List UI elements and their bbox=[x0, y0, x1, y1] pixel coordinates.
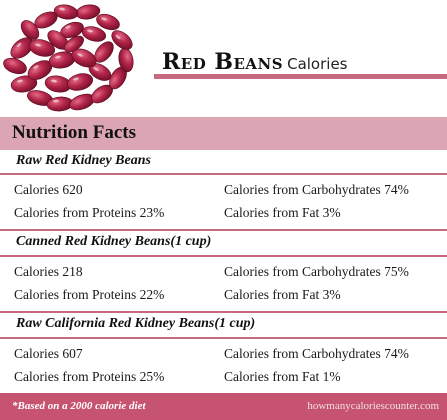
calories-value: Calories 607 bbox=[14, 346, 83, 361]
section-label: Canned Red Kidney Beans(1 cup) bbox=[16, 234, 212, 249]
calories-value: Calories 620 bbox=[14, 182, 83, 197]
red-beans-image bbox=[3, 4, 134, 112]
nutrition-facts-header: Nutrition Facts bbox=[0, 117, 447, 150]
section-divider bbox=[0, 311, 447, 313]
proteins-percent: Calories from Proteins 25% bbox=[14, 369, 165, 384]
section-header: Raw California Red Kidney Beans(1 cup) bbox=[0, 314, 447, 336]
site-watermark: howmanycaloriescounter.com bbox=[307, 400, 439, 412]
diet-footnote: *Based on a 2000 calorie diet bbox=[12, 400, 146, 412]
footer-bar: *Based on a 2000 calorie diet howmanycal… bbox=[0, 393, 447, 420]
section-header: Canned Red Kidney Beans(1 cup) bbox=[0, 232, 447, 254]
fat-percent: Calories from Fat 3% bbox=[224, 287, 341, 302]
title-sub: Calories bbox=[287, 55, 348, 73]
fat-percent: Calories from Fat 1% bbox=[224, 369, 341, 384]
title-block: Red Beans Calories bbox=[154, 44, 447, 84]
calories-value: Calories 218 bbox=[14, 264, 83, 279]
section-divider bbox=[0, 337, 447, 339]
carbs-percent: Calories from Carbohydrates 74% bbox=[224, 182, 409, 197]
carbs-percent: Calories from Carbohydrates 75% bbox=[224, 264, 409, 279]
title-main: Red Beans bbox=[162, 49, 284, 75]
section-header: Raw Red Kidney Beans bbox=[0, 151, 447, 173]
nutrition-facts-title: Nutrition Facts bbox=[12, 122, 137, 143]
page-title: Red Beans Calories bbox=[162, 49, 347, 75]
title-underline bbox=[154, 74, 447, 79]
section-divider bbox=[0, 173, 447, 175]
carbs-percent: Calories from Carbohydrates 74% bbox=[224, 346, 409, 361]
section-divider bbox=[0, 229, 447, 231]
fat-percent: Calories from Fat 3% bbox=[224, 205, 341, 220]
section-label: Raw California Red Kidney Beans(1 cup) bbox=[16, 316, 256, 331]
proteins-percent: Calories from Proteins 22% bbox=[14, 287, 165, 302]
section-label: Raw Red Kidney Beans bbox=[16, 153, 151, 168]
section-divider bbox=[0, 255, 447, 257]
proteins-percent: Calories from Proteins 23% bbox=[14, 205, 165, 220]
